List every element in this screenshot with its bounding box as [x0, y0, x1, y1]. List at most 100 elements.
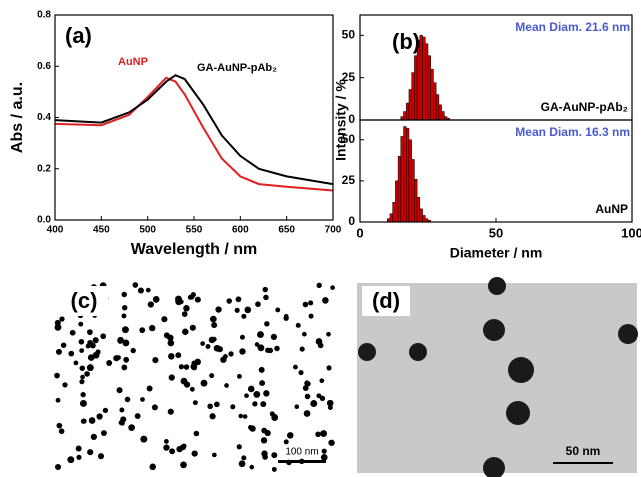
particle — [151, 404, 158, 411]
particle — [140, 435, 148, 443]
particle — [120, 416, 127, 423]
particle — [86, 364, 94, 372]
histogram-bar — [408, 89, 412, 121]
particle — [122, 339, 130, 347]
particle — [140, 397, 145, 402]
particle — [102, 407, 109, 414]
particle — [249, 464, 255, 470]
scale-bar-label: 100 nm — [285, 447, 318, 458]
particle — [183, 364, 190, 370]
particle — [183, 305, 190, 312]
particle — [121, 313, 127, 319]
particle — [87, 329, 93, 336]
particle — [322, 297, 329, 304]
y-tick-label: 0.6 — [37, 61, 51, 72]
particle — [116, 355, 121, 360]
histogram-bar — [427, 55, 431, 121]
particle — [122, 326, 129, 334]
particle — [328, 439, 335, 446]
particle — [79, 365, 86, 371]
particle — [320, 454, 328, 461]
line-series — [54, 76, 334, 192]
particle — [200, 341, 205, 346]
particle — [264, 429, 271, 437]
panel-label: (a) — [65, 23, 92, 48]
y-tick-label: 50 — [342, 132, 356, 146]
particle — [189, 324, 196, 331]
particle — [241, 313, 247, 319]
particle — [302, 301, 309, 308]
particle — [178, 364, 185, 370]
particle — [264, 321, 270, 327]
x-tick-label: 650 — [278, 225, 295, 236]
histogram-bar — [403, 111, 407, 121]
particle — [236, 444, 242, 450]
particle — [271, 414, 279, 422]
histogram-bar — [408, 139, 412, 223]
particle — [189, 386, 195, 392]
histogram-bar — [414, 55, 418, 121]
particle — [286, 432, 294, 439]
series-label: GA-AuNP-pAb₂ — [197, 62, 277, 74]
y-tick-label: 0 — [348, 214, 355, 228]
particle — [254, 342, 260, 347]
panel-label: (c) — [71, 288, 98, 313]
y-tick-label: 0.2 — [37, 163, 51, 174]
x-tick-label: 450 — [93, 225, 110, 236]
particle — [253, 390, 261, 398]
particle — [121, 364, 128, 371]
particle — [88, 417, 96, 424]
particle — [187, 294, 193, 300]
particle — [122, 305, 128, 311]
scale-bar-label: 50 nm — [566, 444, 601, 458]
histogram-bar — [416, 197, 421, 223]
particle — [145, 287, 151, 293]
y-axis-title: Intensity / % — [333, 79, 349, 161]
particle — [79, 399, 87, 407]
histogram-bar — [441, 111, 445, 121]
particle — [210, 315, 217, 323]
annotation: Mean Diam. 16.3 nm — [515, 125, 630, 139]
particle — [56, 422, 63, 429]
particle — [80, 391, 86, 398]
x-axis-title: Wavelength / nm — [131, 241, 258, 258]
particle — [149, 463, 156, 471]
particle — [283, 439, 289, 445]
y-tick-label: 0.0 — [37, 215, 51, 226]
particle — [152, 295, 160, 303]
particle — [255, 301, 261, 308]
plot-frame — [359, 119, 633, 223]
scale-bar — [553, 462, 613, 464]
particle — [84, 371, 90, 377]
particle — [224, 383, 229, 388]
particle — [238, 460, 246, 468]
particle — [238, 413, 244, 419]
histogram-bar — [433, 82, 437, 121]
particle — [79, 379, 85, 385]
particle — [242, 414, 248, 419]
particle — [320, 430, 328, 437]
particle — [244, 393, 249, 399]
particle — [168, 374, 175, 381]
particle — [55, 397, 61, 403]
particle — [235, 296, 242, 303]
particle — [259, 380, 266, 387]
particle — [132, 282, 139, 288]
particle — [295, 322, 301, 328]
x-tick-label: 500 — [139, 225, 156, 236]
particle — [123, 356, 130, 363]
particle — [226, 298, 233, 304]
x-tick-label: 100 — [621, 225, 641, 240]
particle — [92, 337, 99, 344]
particle — [175, 295, 182, 303]
particles-d — [358, 277, 638, 477]
x-tick-label: 550 — [186, 225, 203, 236]
y-tick-label: 0.4 — [37, 112, 51, 123]
particle — [78, 338, 85, 345]
particle — [258, 366, 265, 373]
particle — [54, 463, 62, 471]
particle — [211, 336, 217, 342]
particle — [252, 401, 258, 407]
particle — [305, 381, 311, 387]
histogram-bar — [403, 126, 407, 223]
